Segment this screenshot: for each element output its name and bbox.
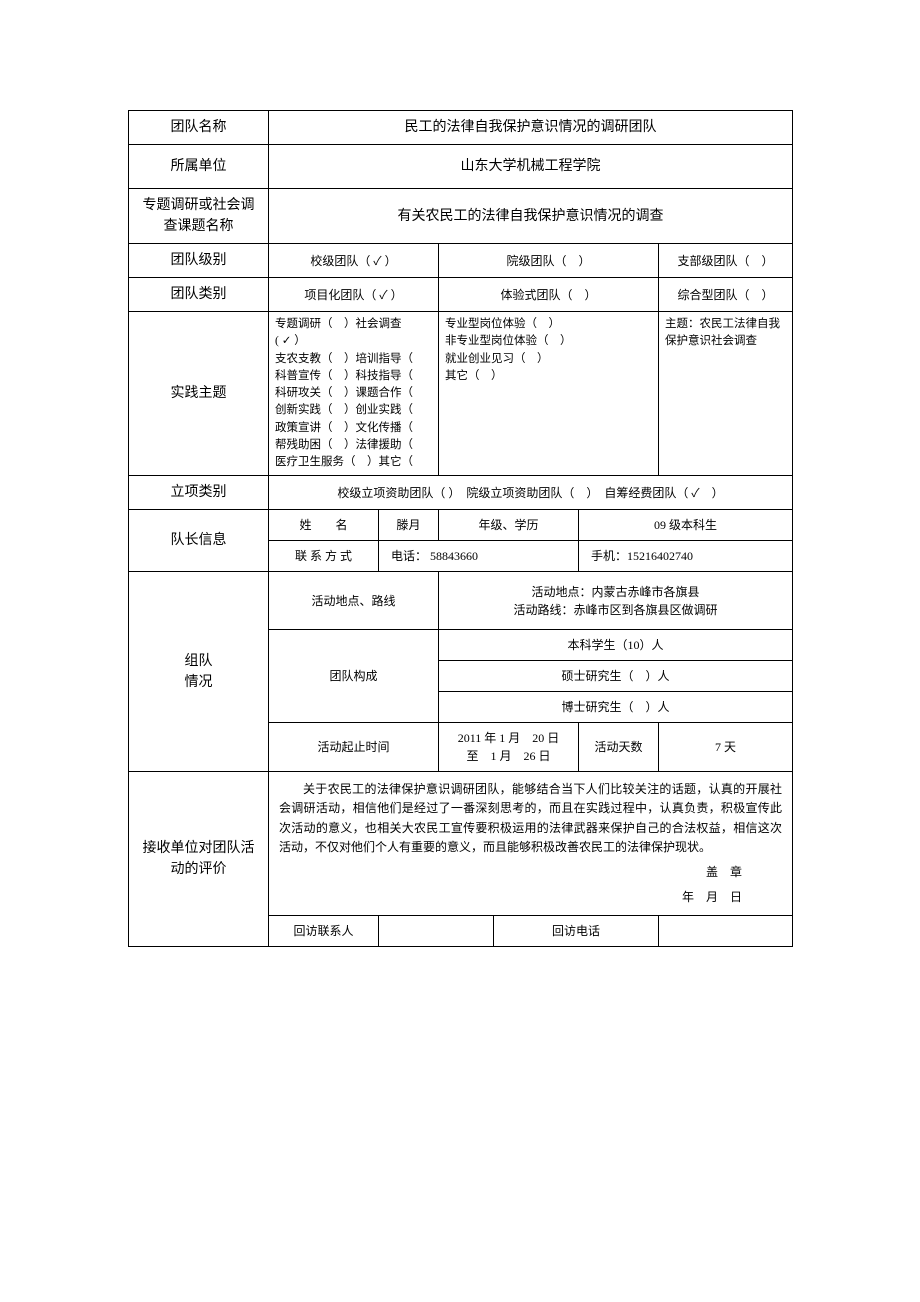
value-captain-phone: 电话： 58843660 xyxy=(379,541,579,572)
theme-c3-l2: 保护意识社会调查 xyxy=(665,333,786,350)
document-page: 团队名称 民工的法律自我保护意识情况的调研团队 所属单位 山东大学机械工程学院 … xyxy=(0,0,920,987)
label-project-type: 立项类别 xyxy=(129,476,269,510)
label-practice-theme: 实践主题 xyxy=(129,312,269,476)
value-captain-mobile: 手机：15216402740 xyxy=(579,541,793,572)
theme-col3: 主题：农民工法律自我 保护意识社会调查 xyxy=(659,312,793,476)
row-evaluation: 接收单位对团队活 动的评价 关于农民工的法律保护意识调研团队，能够结合当下人们比… xyxy=(129,772,793,916)
row-research-topic: 专题调研或社会调查课题名称 有关农民工的法律自我保护意识情况的调查 xyxy=(129,189,793,244)
date-line: 年 月 日 xyxy=(279,888,782,907)
label-grade-edu: 年级、学历 xyxy=(439,510,579,541)
location-l2: 活动路线：赤峰市区到各旗县区做调研 xyxy=(447,601,784,619)
theme-c3-l1: 主题：农民工法律自我 xyxy=(665,316,786,333)
label-return-contact: 回访联系人 xyxy=(269,916,379,947)
value-captain-name: 滕月 xyxy=(379,510,439,541)
unit-eval-l2: 动的评价 xyxy=(137,859,260,880)
theme-c1-l5: 创新实践（ ）创业实践（ xyxy=(275,402,432,419)
theme-c1-l3: 科普宣传（ ）科技指导（ xyxy=(275,368,432,385)
row-team-level: 团队级别 校级团队（ ✓ ） 院级团队（ ） 支部级团队（ ） xyxy=(129,244,793,278)
theme-c1-l8: 医疗卫生服务（ ）其它（ xyxy=(275,454,432,471)
theme-c2-l1: 专业型岗位体验（ ） xyxy=(445,316,652,333)
value-unit: 山东大学机械工程学院 xyxy=(269,145,793,189)
value-comp-phd: 博士研究生（ ）人 xyxy=(439,692,793,723)
value-captain-grade: 09 级本科生 xyxy=(579,510,793,541)
theme-c2-l2: 非专业型岗位体验（ ） xyxy=(445,333,652,350)
value-team-name: 民工的法律自我保护意识情况的调研团队 xyxy=(269,111,793,145)
value-comp-undergrad: 本科学生（10）人 xyxy=(439,630,793,661)
value-location: 活动地点：内蒙古赤峰市各旗县 活动路线：赤峰市区到各旗县区做调研 xyxy=(439,572,793,630)
value-research-topic: 有关农民工的法律自我保护意识情况的调查 xyxy=(269,189,793,244)
label-team-name: 团队名称 xyxy=(129,111,269,145)
stamp-line: 盖 章 xyxy=(279,863,782,882)
form-table: 团队名称 民工的法律自我保护意识情况的调研团队 所属单位 山东大学机械工程学院 … xyxy=(128,110,793,947)
label-unit-eval: 接收单位对团队活 动的评价 xyxy=(129,772,269,947)
theme-c2-l4: 其它（ ） xyxy=(445,368,652,385)
evaluation-text: 关于农民工的法律保护意识调研团队，能够结合当下人们比较关注的话题，认真的开展社会… xyxy=(279,780,782,857)
row-location: 组队 情况 活动地点、路线 活动地点：内蒙古赤峰市各旗县 活动路线：赤峰市区到各… xyxy=(129,572,793,630)
theme-c1-l1b: ( ✓ ） xyxy=(275,333,432,350)
row-team-name: 团队名称 民工的法律自我保护意识情况的调研团队 xyxy=(129,111,793,145)
unit-eval-l1: 接收单位对团队活 xyxy=(137,838,260,859)
row-unit: 所属单位 山东大学机械工程学院 xyxy=(129,145,793,189)
label-return-phone: 回访电话 xyxy=(494,916,659,947)
label-location-route: 活动地点、路线 xyxy=(269,572,439,630)
theme-c1-l6: 政策宣讲（ ）文化传播（ xyxy=(275,420,432,437)
theme-c1-l1: 专题调研（ ）社会调查 xyxy=(275,316,432,333)
label-activity-days: 活动天数 xyxy=(579,723,659,772)
theme-c1-l4: 科研攻关（ ）课题合作（ xyxy=(275,385,432,402)
theme-c1-l7: 帮残助困（ ）法律援助（ xyxy=(275,437,432,454)
value-level-branch: 支部级团队（ ） xyxy=(659,244,793,278)
label-team-type: 团队类别 xyxy=(129,278,269,312)
value-activity-time: 2011 年 1 月 20 日 至 1 月 26 日 xyxy=(439,723,579,772)
row-team-type: 团队类别 项目化团队（ ✓ ） 体验式团队（ ） 综合型团队（ ） xyxy=(129,278,793,312)
row-captain-name: 队长信息 姓 名 滕月 年级、学历 09 级本科生 xyxy=(129,510,793,541)
row-practice-theme: 实践主题 专题调研（ ）社会调查 ( ✓ ） 支农支教（ ）培训指导（ 科普宣传… xyxy=(129,312,793,476)
row-project-type: 立项类别 校级立项资助团队（ ） 院级立项资助团队（ ） 自筹经费团队（ ✓ ） xyxy=(129,476,793,510)
label-team-level: 团队级别 xyxy=(129,244,269,278)
label-name: 姓 名 xyxy=(269,510,379,541)
value-type-comprehensive: 综合型团队（ ） xyxy=(659,278,793,312)
team-situation-l1: 组队 xyxy=(137,651,260,672)
label-captain-info: 队长信息 xyxy=(129,510,269,572)
label-contact: 联 系 方 式 xyxy=(269,541,379,572)
label-team-composition: 团队构成 xyxy=(269,630,439,723)
value-return-phone xyxy=(659,916,793,947)
label-team-situation: 组队 情况 xyxy=(129,572,269,772)
team-situation-l2: 情况 xyxy=(137,672,260,693)
theme-c2-l3: 就业创业见习（ ） xyxy=(445,351,652,368)
label-unit: 所属单位 xyxy=(129,145,269,189)
label-research-topic: 专题调研或社会调查课题名称 xyxy=(129,189,269,244)
value-project-type: 校级立项资助团队（ ） 院级立项资助团队（ ） 自筹经费团队（ ✓ ） xyxy=(269,476,793,510)
theme-col1: 专题调研（ ）社会调查 ( ✓ ） 支农支教（ ）培训指导（ 科普宣传（ ）科技… xyxy=(269,312,439,476)
location-l1: 活动地点：内蒙古赤峰市各旗县 xyxy=(447,583,784,601)
label-activity-time: 活动起止时间 xyxy=(269,723,439,772)
theme-c1-l2: 支农支教（ ）培训指导（ xyxy=(275,351,432,368)
value-type-experience: 体验式团队（ ） xyxy=(439,278,659,312)
value-comp-master: 硕士研究生（ ）人 xyxy=(439,661,793,692)
value-level-college: 院级团队（ ） xyxy=(439,244,659,278)
theme-col2: 专业型岗位体验（ ） 非专业型岗位体验（ ） 就业创业见习（ ） 其它（ ） xyxy=(439,312,659,476)
value-return-contact xyxy=(379,916,494,947)
value-evaluation: 关于农民工的法律保护意识调研团队，能够结合当下人们比较关注的话题，认真的开展社会… xyxy=(269,772,793,916)
value-level-school: 校级团队（ ✓ ） xyxy=(269,244,439,278)
value-type-project: 项目化团队（ ✓ ） xyxy=(269,278,439,312)
value-activity-days: 7 天 xyxy=(659,723,793,772)
